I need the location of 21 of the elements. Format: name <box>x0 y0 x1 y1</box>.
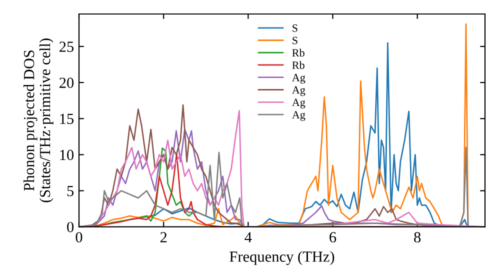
x-axis-title: Frequency (THz) <box>230 251 334 265</box>
y-tick-label: 0 <box>67 222 74 232</box>
x-tick-label: 0 <box>76 232 82 242</box>
y-tick-label: 20 <box>60 78 74 88</box>
y-tick-label: 15 <box>60 114 74 124</box>
legend-label: Ag <box>292 86 306 96</box>
y-tick-label: 25 <box>60 42 74 52</box>
x-tick-label: 4 <box>244 232 252 242</box>
legend-label: Rb <box>292 48 304 57</box>
x-tick-label: 8 <box>414 232 421 242</box>
legend-label: Rb <box>292 61 304 69</box>
x-tick-label: 2 <box>160 232 167 242</box>
x-tick-label: 6 <box>330 232 336 242</box>
legend-label: Ag <box>292 111 306 121</box>
legend-label: Ag <box>292 74 306 84</box>
y-tick-label: 5 <box>67 186 74 196</box>
y-tick-label: 10 <box>60 150 74 160</box>
legend-label: Ag <box>292 98 306 108</box>
y-axis-title: Phonon projected DOS (States/THz·primitive cell) <box>23 38 54 202</box>
legend-label: S <box>292 36 298 44</box>
legend-label: S <box>292 24 298 32</box>
